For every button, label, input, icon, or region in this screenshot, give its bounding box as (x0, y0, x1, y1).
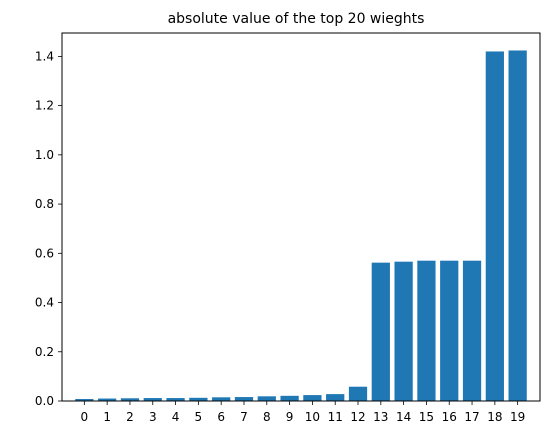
bar-18 (485, 51, 504, 402)
y-tick-label-0.2: 0.2 (35, 345, 54, 359)
bar-4 (166, 398, 185, 401)
x-tick-label-1: 1 (103, 410, 111, 424)
x-tick-label-7: 7 (240, 410, 248, 424)
x-tick-label-19: 19 (510, 410, 525, 424)
x-tick-label-9: 9 (286, 410, 294, 424)
x-tick-label-10: 10 (305, 410, 320, 424)
x-tick-label-6: 6 (217, 410, 225, 424)
chart-title: absolute value of the top 20 wieghts (168, 11, 425, 27)
bar-2 (120, 398, 140, 401)
x-tick-label-15: 15 (419, 410, 434, 424)
bar-13 (371, 262, 390, 401)
plot-frame (61, 32, 541, 402)
y-tick-label-1.2: 1.2 (35, 99, 54, 113)
x-tick-label-17: 17 (464, 410, 479, 424)
bar-11 (326, 394, 345, 401)
x-tick-label-0: 0 (81, 410, 89, 424)
x-tick-label-18: 18 (487, 410, 502, 424)
x-tick-label-13: 13 (373, 410, 388, 424)
bar-5 (189, 397, 208, 401)
bar-17 (462, 260, 482, 401)
bar-12 (348, 386, 368, 401)
y-tick-label-0.6: 0.6 (35, 246, 54, 260)
y-tick-label-1.0: 1.0 (35, 148, 54, 162)
y-tick-label-0.4: 0.4 (35, 296, 54, 310)
bar-10 (303, 395, 322, 401)
y-tick-label-0.0: 0.0 (35, 394, 54, 408)
bar-19 (508, 50, 527, 401)
x-tick-label-16: 16 (442, 410, 457, 424)
x-tick-label-8: 8 (263, 410, 271, 424)
bar-16 (440, 260, 459, 401)
x-tick-label-14: 14 (396, 410, 411, 424)
x-tick-label-12: 12 (350, 410, 365, 424)
bar-9 (280, 395, 299, 401)
bar-15 (417, 260, 436, 401)
y-tick-label-0.8: 0.8 (35, 197, 54, 211)
bar-14 (394, 261, 413, 401)
bar-3 (143, 398, 162, 401)
x-tick-label-3: 3 (149, 410, 157, 424)
bar-1 (98, 398, 117, 401)
x-tick-label-2: 2 (126, 410, 134, 424)
x-axis: 0 1 2 3 4 5 6 7 8 9 10 11 12 13 14 15 16 17 18 19 (81, 401, 525, 424)
bar-6 (212, 397, 231, 401)
x-tick-label-11: 11 (328, 410, 343, 424)
bar-0 (75, 399, 94, 401)
bar-8 (257, 396, 276, 401)
y-tick-label-1.4: 1.4 (35, 49, 54, 63)
bar-7 (234, 397, 254, 401)
x-tick-label-5: 5 (195, 410, 203, 424)
x-tick-label-4: 4 (172, 410, 180, 424)
plot-area (75, 50, 527, 402)
y-axis: 0.0 0.2 0.4 0.6 0.8 1.0 1.2 1.4 (35, 49, 62, 408)
